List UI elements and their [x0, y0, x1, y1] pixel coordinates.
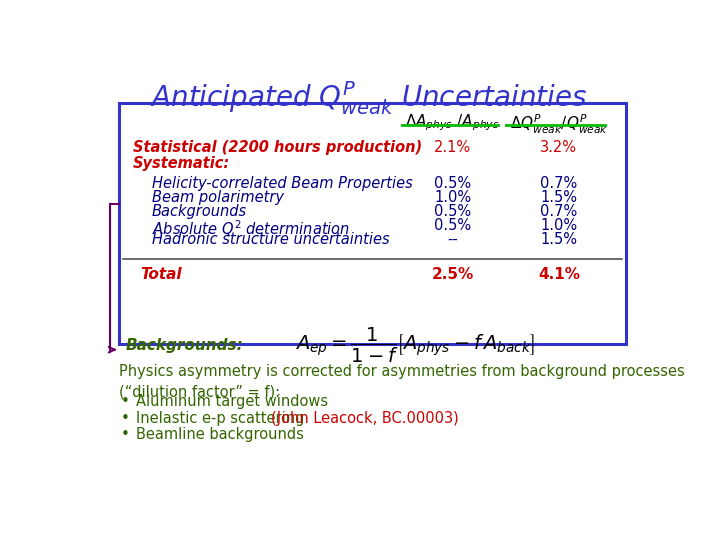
Text: Absolute $Q^2$ determination: Absolute $Q^2$ determination: [152, 218, 350, 239]
Text: Hadronic structure uncertainties: Hadronic structure uncertainties: [152, 232, 390, 247]
Text: 1.5%: 1.5%: [541, 190, 577, 205]
Text: Beam polarimetry: Beam polarimetry: [152, 190, 284, 205]
Text: $\Delta Q^P_{weak}/Q^P_{weak}$: $\Delta Q^P_{weak}/Q^P_{weak}$: [510, 112, 608, 136]
Text: •: •: [121, 394, 130, 409]
Text: Aluminum target windows: Aluminum target windows: [137, 394, 328, 409]
Text: (John Leacock, BC.00003): (John Leacock, BC.00003): [271, 411, 459, 426]
Bar: [120, 103, 626, 343]
Text: 0.5%: 0.5%: [434, 218, 472, 233]
Text: --: --: [447, 232, 458, 247]
Text: 4.1%: 4.1%: [538, 267, 580, 281]
Text: 0.5%: 0.5%: [434, 204, 472, 219]
Text: Total: Total: [140, 267, 182, 281]
Text: Physics asymmetry is corrected for asymmetries from background processes
(“dilut: Physics asymmetry is corrected for asymm…: [120, 363, 685, 400]
Text: Systematic:: Systematic:: [132, 156, 230, 171]
Text: 0.7%: 0.7%: [540, 204, 577, 219]
Text: 1.0%: 1.0%: [540, 218, 577, 233]
Text: 2.5%: 2.5%: [431, 267, 474, 281]
Text: Statistical (2200 hours production): Statistical (2200 hours production): [132, 140, 422, 156]
Text: Anticipated $Q^P_{weak}$ Uncertainties: Anticipated $Q^P_{weak}$ Uncertainties: [150, 79, 588, 117]
Text: 0.5%: 0.5%: [434, 177, 472, 192]
Text: 1.5%: 1.5%: [541, 232, 577, 247]
Text: •: •: [121, 427, 130, 442]
Text: Helicity-correlated Beam Properties: Helicity-correlated Beam Properties: [152, 177, 413, 192]
Text: 1.0%: 1.0%: [434, 190, 472, 205]
Text: $\Delta A_{phys}\ /A_{phys}$: $\Delta A_{phys}\ /A_{phys}$: [405, 112, 500, 133]
Text: Beamline backgrounds: Beamline backgrounds: [137, 427, 305, 442]
Text: 3.2%: 3.2%: [541, 140, 577, 156]
Text: Backgrounds:: Backgrounds:: [126, 339, 243, 353]
Text: 0.7%: 0.7%: [540, 177, 577, 192]
Text: Inelastic e-p scattering: Inelastic e-p scattering: [137, 411, 310, 426]
Text: •: •: [121, 411, 130, 426]
Text: $A_{ep} = \dfrac{1}{1-f}\left[A_{phys} - f\,A_{back}\right]$: $A_{ep} = \dfrac{1}{1-f}\left[A_{phys} -…: [295, 326, 536, 366]
Text: Backgrounds: Backgrounds: [152, 204, 247, 219]
Text: 2.1%: 2.1%: [434, 140, 472, 156]
